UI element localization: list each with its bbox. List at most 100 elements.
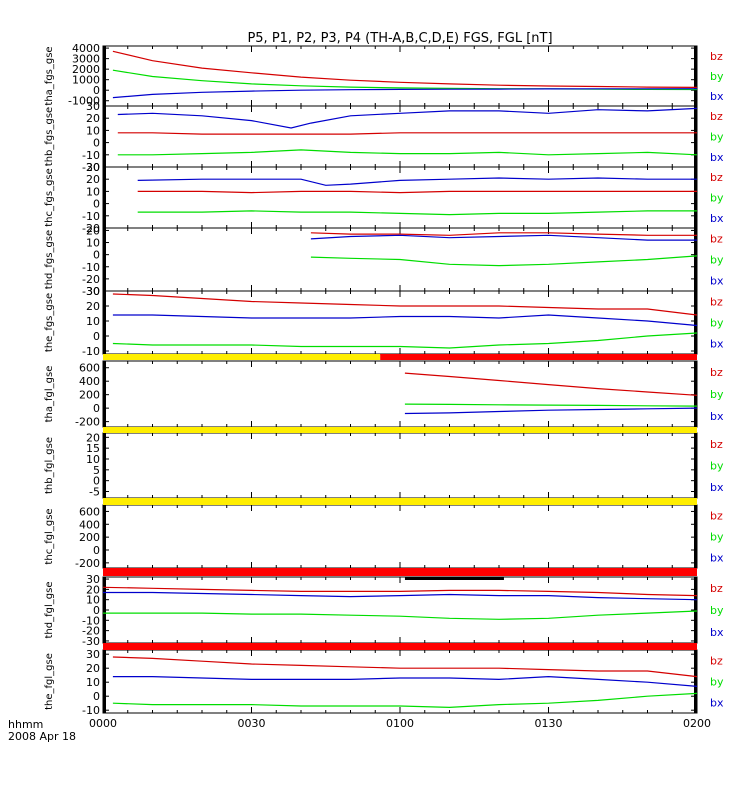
y-tick-label: 5 <box>93 464 100 477</box>
right-edge <box>694 167 697 228</box>
y-tick-label: -20 <box>82 222 100 235</box>
series-bz-line <box>117 132 697 135</box>
y-tick-label: -10 <box>82 614 100 627</box>
y-tick-label: -1000 <box>68 95 100 108</box>
y-tick-label: -200 <box>75 557 100 570</box>
series-bz-line <box>112 50 698 88</box>
panel-label: the_fgs_gse <box>44 293 55 352</box>
mode-bar-red <box>380 354 697 360</box>
legend-by: by <box>710 192 724 205</box>
mode-bar-black <box>404 577 504 580</box>
legend-bz: bz <box>710 582 723 595</box>
x-tick-label: 0100 <box>386 717 414 730</box>
y-tick-label: 20 <box>86 662 100 675</box>
series-bx-line <box>137 177 697 186</box>
legend-bx: bx <box>710 338 724 351</box>
series-bx-line <box>112 314 698 327</box>
legend-by: by <box>710 676 724 689</box>
legend-bx: bx <box>710 90 724 103</box>
series-by-line <box>137 210 697 216</box>
panel-the_fgs_gse: 30 20 10 0 -10 the_fgs_gse bz by bx <box>44 285 724 358</box>
y-tick-label: 20 <box>86 300 100 313</box>
y-tick-label: 400 <box>79 518 100 531</box>
legend-bz: bz <box>710 510 723 523</box>
legend-bx: bx <box>710 410 724 423</box>
legend-bz: bz <box>710 655 723 668</box>
panel-label: thc_fgs_gse <box>44 168 55 227</box>
y-tick-label: 30 <box>86 161 100 174</box>
left-edge <box>103 291 106 354</box>
legend-bx: bx <box>710 626 724 639</box>
panel-frame <box>102 576 698 644</box>
y-tick-label: 400 <box>79 375 100 388</box>
panel-label: thd_fgl_gse <box>44 582 55 639</box>
series-bz-line <box>112 656 698 678</box>
series-bz-line <box>310 232 697 236</box>
y-tick-label: 200 <box>79 531 100 544</box>
left-edge <box>103 228 106 291</box>
x-units-label: hhmm <box>8 718 43 731</box>
y-tick-label: -10 <box>82 704 100 717</box>
panel-label: thd_fgs_gse <box>44 230 55 289</box>
y-tick-label: -30 <box>82 635 100 648</box>
left-edge <box>103 167 106 228</box>
series-by-line <box>117 149 698 156</box>
y-tick-label: 4000 <box>72 42 100 55</box>
y-tick-label: 200 <box>79 389 100 402</box>
x-tick-label: 0000 <box>89 717 117 730</box>
right-edge <box>694 228 697 291</box>
y-tick-label: -10 <box>82 261 100 274</box>
left-edge <box>103 106 106 167</box>
legend-bx: bx <box>710 552 724 565</box>
panel-frame <box>102 45 698 107</box>
y-tick-label: 0 <box>93 249 100 262</box>
y-tick-label: 30 <box>86 285 100 298</box>
panel-frame <box>102 432 698 499</box>
left-edge <box>103 361 106 427</box>
panel-frame <box>102 360 698 428</box>
series-bx-line <box>117 107 698 129</box>
x-tick-label: 0130 <box>535 717 563 730</box>
legend-bz: bz <box>710 296 723 309</box>
x-axis: 0000 0030 0100 0130 0200 <box>89 717 711 730</box>
series-by-line <box>404 403 698 407</box>
y-tick-label: 1000 <box>72 74 100 87</box>
panel-label: tha_fgs_gse <box>44 46 55 105</box>
series-bx-line <box>310 234 697 241</box>
y-tick-label: 10 <box>86 237 100 250</box>
y-tick-label: -20 <box>82 161 100 174</box>
plot-title: P5, P1, P2, P3, P4 (TH-A,B,C,D,E) FGS, F… <box>247 31 552 46</box>
panel-frame <box>102 166 698 229</box>
series-bx-line <box>112 88 698 99</box>
y-tick-label: -10 <box>82 149 100 162</box>
legend-by: by <box>710 254 724 267</box>
y-tick-label: 0 <box>93 544 100 557</box>
legend-bz: bz <box>710 438 723 451</box>
y-tick-label: 20 <box>86 112 100 125</box>
series-by-line <box>112 692 698 709</box>
y-tick-label: -10 <box>82 345 100 358</box>
series-by-line <box>103 610 698 620</box>
y-tick-label: 10 <box>86 185 100 198</box>
mode-bar-yellow <box>103 498 697 505</box>
y-tick-label: 10 <box>86 676 100 689</box>
y-tick-label: 600 <box>79 505 100 518</box>
y-tick-label: 10 <box>86 124 100 137</box>
series-bz-line <box>102 586 698 597</box>
legend-bx: bx <box>710 212 724 225</box>
y-tick-label: -200 <box>75 416 100 429</box>
series-by-line <box>310 255 698 267</box>
panel-frame <box>102 504 698 569</box>
y-tick-label: 0 <box>93 402 100 415</box>
legend-bz: bz <box>710 110 723 123</box>
left-edge <box>103 433 106 498</box>
right-edge <box>694 46 697 106</box>
y-tick-label: 600 <box>79 362 100 375</box>
mode-bar-yellow <box>103 427 697 433</box>
left-edge <box>103 505 106 568</box>
